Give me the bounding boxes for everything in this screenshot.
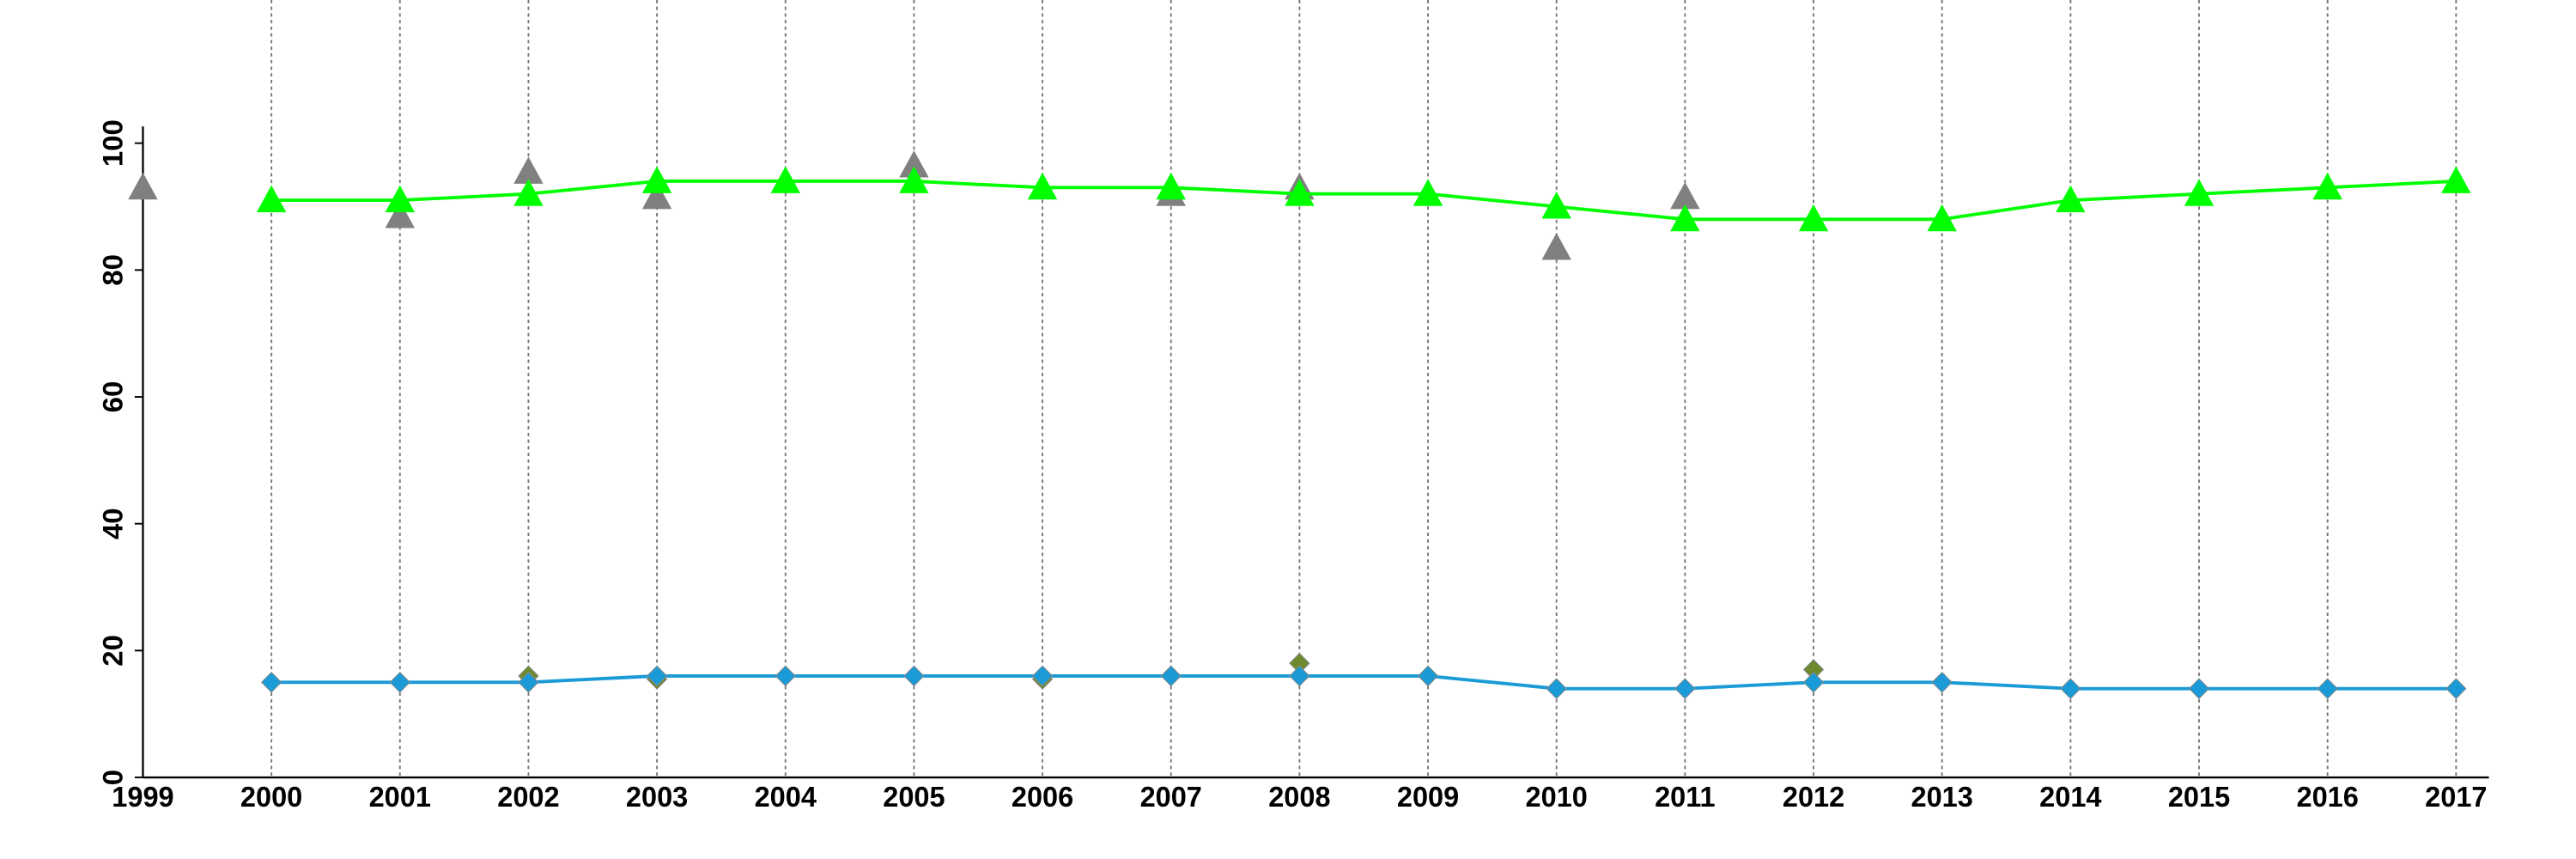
triangle-marker	[385, 185, 415, 213]
diamond-marker	[1289, 665, 1310, 687]
x-tick-label: 2012	[1783, 781, 1844, 813]
triangle-marker	[899, 150, 929, 178]
x-tick-label: 2011	[1655, 781, 1716, 813]
triangle-marker	[256, 185, 287, 213]
diamond-marker	[2188, 678, 2210, 699]
y-tick-label: 100	[97, 119, 129, 167]
diamond-marker	[1417, 665, 1439, 687]
x-tick-label: 2010	[1526, 781, 1588, 813]
x-tick-label: 2013	[1911, 781, 1973, 813]
x-tick-label: 2000	[240, 781, 302, 813]
x-tick-label: 2009	[1397, 781, 1459, 813]
triangle-marker	[128, 172, 158, 200]
x-tick-label: 2008	[1268, 781, 1330, 813]
diamond-marker	[1931, 671, 1953, 693]
triangle-marker	[641, 166, 672, 193]
x-tick-label: 2006	[1012, 781, 1073, 813]
triangle-marker	[1541, 192, 1571, 219]
triangle-marker	[1413, 179, 1443, 206]
triangle-marker	[1927, 204, 1957, 232]
diamond-marker	[775, 665, 796, 687]
x-tick-label: 2003	[626, 781, 688, 813]
x-tick-label: 2004	[755, 781, 817, 813]
x-tick-label: 2005	[883, 781, 945, 813]
triangle-marker	[1027, 172, 1058, 200]
diamond-marker	[2060, 678, 2081, 699]
diamond-marker	[1802, 671, 1825, 693]
x-tick-label: 2007	[1140, 781, 1202, 813]
triangle-marker	[770, 166, 800, 193]
x-tick-label: 2016	[2297, 781, 2359, 813]
x-tick-label: 2001	[369, 781, 431, 813]
triangle-marker	[385, 201, 415, 228]
triangle-marker	[2312, 172, 2342, 200]
triangle-marker	[513, 156, 544, 184]
x-tick-label: 2002	[497, 781, 559, 813]
y-tick-label: 80	[97, 254, 129, 286]
triangle-marker	[899, 166, 929, 193]
x-tick-label: 2014	[2039, 781, 2102, 813]
triangle-marker	[513, 179, 544, 206]
diamond-marker	[2317, 678, 2338, 699]
series-line	[271, 180, 2457, 222]
triangle-marker	[1798, 204, 1829, 232]
y-tick-label: 60	[97, 381, 129, 413]
y-tick-label: 40	[97, 508, 129, 539]
triangle-marker	[1285, 179, 1315, 206]
diamond-marker	[646, 665, 668, 687]
triangle-marker	[2056, 185, 2086, 213]
triangle-marker	[1156, 172, 1186, 200]
x-tick-label: 1999	[112, 781, 173, 813]
diamond-marker	[1546, 678, 1567, 699]
triangle-marker	[1541, 233, 1571, 260]
diamond-marker	[260, 671, 283, 693]
triangle-marker	[1670, 181, 1700, 210]
diamond-marker	[389, 671, 410, 693]
diamond-marker	[518, 671, 539, 693]
triangle-marker	[2184, 179, 2215, 206]
x-tick-label: 2017	[2425, 781, 2487, 813]
series-line	[271, 673, 2457, 691]
diamond-marker	[1160, 665, 1182, 687]
diamond-marker	[1031, 665, 1054, 687]
diamond-marker	[1674, 678, 1696, 699]
triangle-marker	[641, 181, 672, 210]
diamond-marker	[903, 665, 925, 687]
y-tick-label: 0	[97, 770, 129, 785]
y-tick-label: 20	[97, 635, 129, 667]
triangle-marker	[2441, 166, 2471, 193]
x-tick-label: 2015	[2168, 781, 2230, 813]
diamond-marker	[2445, 678, 2467, 699]
triangle-marker	[1670, 204, 1700, 232]
